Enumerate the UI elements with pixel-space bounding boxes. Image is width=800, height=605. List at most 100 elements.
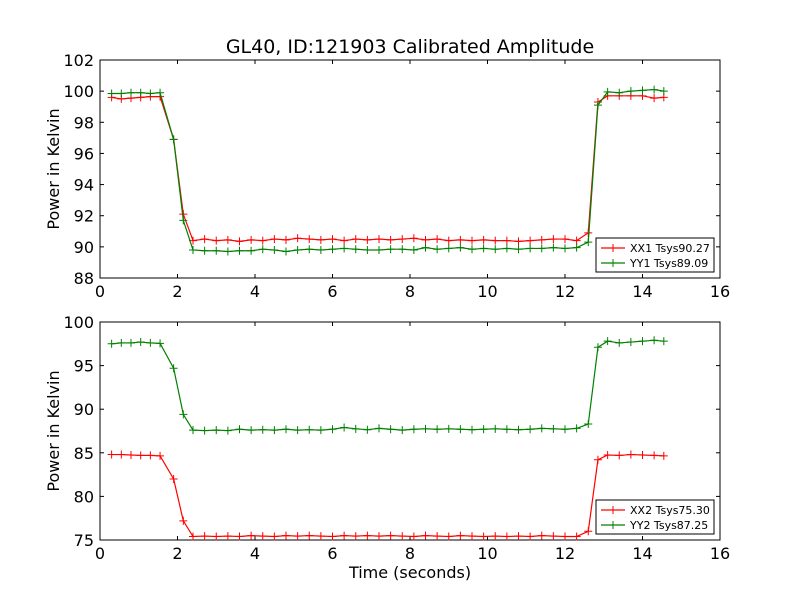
top-series-1-point <box>593 101 602 110</box>
top-series-0-point <box>479 235 488 244</box>
top-series-1-point <box>223 247 232 256</box>
bottom-series-1-point <box>421 424 430 433</box>
bottom-series-1-point <box>156 339 165 348</box>
bottom-series-1-point <box>444 424 453 433</box>
bottom-series-1-point <box>316 426 325 435</box>
top-y-tick-label: 102 <box>63 51 94 70</box>
bottom-series-0-point <box>514 532 523 541</box>
bottom-series-1-point <box>572 424 581 433</box>
bottom-series-1-point <box>502 425 511 434</box>
top-series-0-point <box>340 236 349 245</box>
top-series-0-point <box>328 235 337 244</box>
bottom-series-0-point <box>212 532 221 541</box>
top-series-1-point <box>316 245 325 254</box>
top-series-1-point <box>179 216 188 225</box>
top-series-1-point <box>502 244 511 253</box>
bottom-legend-marker <box>609 506 617 514</box>
bottom-series-1-point <box>549 424 558 433</box>
top-series-0-point <box>526 236 535 245</box>
bottom-series-1-point <box>146 338 155 347</box>
top-series-0-point <box>270 235 279 244</box>
bottom-legend-label: YY2 Tsys87.25 <box>629 519 708 532</box>
bottom-series-1-point <box>375 424 383 433</box>
bottom-series-0-point <box>117 450 126 459</box>
top-series-0-point <box>468 236 476 245</box>
bottom-plot: Power in Kelvin Time (seconds) 0 2 4 6 8 10 12… <box>44 313 730 582</box>
bottom-series-0-point <box>537 531 546 540</box>
bottom-legend-label: XX2 Tsys75.30 <box>630 504 710 517</box>
bottom-legend-marker <box>609 521 617 529</box>
top-x-tick-label: 16 <box>710 282 730 301</box>
top-series-0-point <box>409 234 418 243</box>
top-series-1-point <box>491 245 500 254</box>
bottom-series-1-point <box>258 425 267 434</box>
top-series-1-point <box>409 245 418 254</box>
top-x-tick-label: 12 <box>555 282 575 301</box>
top-series-1-point <box>136 88 145 97</box>
bottom-legend <box>595 499 715 535</box>
x-axis-label: Time (seconds) <box>348 563 471 582</box>
bottom-series-1-point <box>514 425 523 434</box>
top-series-1-point <box>456 243 465 252</box>
top-series-1-point <box>603 87 612 96</box>
top-y-tick-label: 94 <box>74 176 94 195</box>
top-series-1-point <box>247 246 256 255</box>
bottom-series-0-point <box>615 451 624 460</box>
top-series-1-point <box>127 88 135 97</box>
top-series-0-point <box>363 235 372 244</box>
bottom-series-1-point <box>456 425 465 434</box>
bottom-y-axis-label: Power in Kelvin <box>44 370 63 491</box>
bottom-series-1-point <box>247 426 256 435</box>
bottom-series-0-point <box>340 531 349 540</box>
bottom-series-0-point <box>421 531 430 540</box>
top-series-1-point <box>200 246 209 255</box>
top-series-1-point <box>638 86 647 95</box>
bottom-series-0-point <box>572 532 581 541</box>
top-y-axis-label: Power in Kelvin <box>44 108 63 229</box>
bottom-series-0-point <box>351 532 360 541</box>
bottom-series-1-point <box>479 425 488 434</box>
bottom-series-0-point <box>659 451 668 460</box>
top-series-1-point <box>351 245 360 254</box>
bottom-series-1-point <box>626 338 635 347</box>
top-series-1-line <box>111 88 664 253</box>
top-series-1-point <box>305 245 314 254</box>
top-series-1-point <box>235 246 244 255</box>
top-series-0-point <box>537 235 546 244</box>
top-series-1-point <box>444 244 453 253</box>
top-series-0-point <box>561 235 569 244</box>
top-series-1-point <box>549 243 558 252</box>
top-series-0-point <box>444 236 453 245</box>
bottom-series-1-point <box>200 426 209 435</box>
bottom-series-0-point <box>468 532 476 541</box>
top-series-1-point <box>212 246 221 255</box>
bottom-y-tick-label: 85 <box>74 444 94 463</box>
top-series-0-point <box>375 235 383 244</box>
bottom-series-0-point <box>526 532 535 541</box>
bottom-series-1-point <box>351 424 360 433</box>
top-series-0-point <box>572 236 581 245</box>
bottom-series-0-point <box>127 450 135 459</box>
top-series-1-point <box>514 245 523 254</box>
bottom-series-1-line <box>111 339 664 432</box>
top-series-0-line <box>111 95 664 243</box>
bottom-series-0-point <box>433 532 442 541</box>
bottom-series-1-point <box>433 425 442 434</box>
bottom-series-1-point <box>526 425 535 434</box>
top-x-tick-label: 0 <box>95 282 105 301</box>
bottom-series-1-point <box>491 424 500 433</box>
bottom-series-0-point <box>638 450 647 459</box>
bottom-series-0-point <box>561 532 569 541</box>
bottom-series-0-point <box>386 531 395 540</box>
bottom-series-1-point <box>189 426 197 435</box>
bottom-series-0-point <box>136 451 145 460</box>
bottom-series-0-point <box>293 532 302 541</box>
top-series-1-point <box>107 89 116 98</box>
top-series-0-point <box>258 236 267 245</box>
top-y-tick-label: 100 <box>63 82 94 101</box>
top-series-0-point <box>386 235 395 244</box>
bottom-series-0-point <box>398 532 407 541</box>
top-series-0-point <box>235 237 244 246</box>
bottom-series-0-point <box>235 532 244 541</box>
top-series-0-point <box>502 236 511 245</box>
